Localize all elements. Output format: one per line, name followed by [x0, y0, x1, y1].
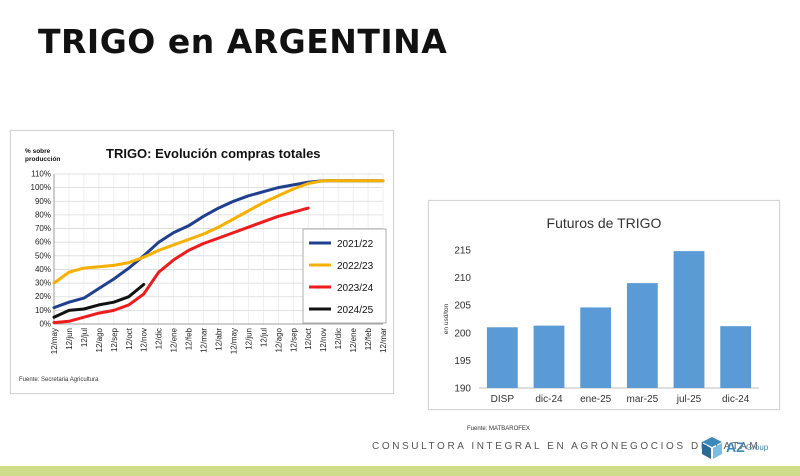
x-tick-label: 12/jul — [80, 328, 89, 347]
y-tick-label: 110% — [31, 170, 51, 179]
x-tick-label: 12/mar — [379, 328, 388, 353]
legend-label: 2021/22 — [337, 239, 374, 250]
legend-box — [302, 228, 387, 324]
futures-bar — [626, 283, 658, 388]
x-tick-label: 12/nov — [140, 328, 149, 352]
slide-title: TRIGO en ARGENTINA — [38, 22, 448, 61]
futures-chart-panel: Futuros de TRIGO en usd/ton 190 195 200 205 21… — [428, 200, 780, 410]
x-tick-label: 12/feb — [185, 327, 194, 350]
brand-logo: AZ Group — [700, 436, 790, 460]
x-tick-label: 12/may — [50, 328, 59, 354]
x-tick-label: 12/sep — [289, 327, 298, 352]
y-tick-label: 90% — [35, 197, 51, 206]
bar-y-tick-label: 200 — [454, 328, 471, 339]
y-tick-label: 0% — [39, 320, 51, 329]
x-tick-label: 12/feb — [364, 327, 373, 350]
bar-category-label: mar-25 — [626, 394, 658, 405]
bar-chart-title: Futuros de TRIGO — [547, 215, 662, 231]
x-tick-label: 12/ago — [95, 327, 104, 352]
bar-category-label: jul-25 — [676, 394, 702, 405]
y-axis-label: % sobre — [25, 148, 51, 155]
bar-y-tick-label: 190 — [454, 384, 471, 395]
legend-label: 2022/23 — [337, 261, 374, 272]
logo-wordmark: AZ — [726, 439, 745, 455]
x-tick-label: 12/ago — [274, 327, 283, 352]
futures-bar — [486, 327, 518, 388]
x-tick-label: 12/oct — [304, 327, 313, 350]
bar-category-label: dic-24 — [535, 394, 563, 405]
bar-y-tick-label: 215 — [454, 246, 471, 257]
bar-category-label: dic-24 — [722, 394, 750, 405]
purchases-chart-panel: TRIGO: Evolución compras totales % sobre p… — [10, 130, 394, 394]
series-line-2022-23 — [52, 179, 385, 285]
y-tick-label: 20% — [35, 292, 51, 301]
x-tick-label: 12/dic — [334, 328, 343, 349]
futures-bar — [673, 251, 705, 388]
purchases-line-chart: TRIGO: Evolución compras totales % sobrep… — [25, 146, 388, 354]
y-tick-label: 50% — [35, 251, 51, 260]
futures-bar — [720, 326, 752, 388]
y-tick-label: 10% — [35, 306, 51, 315]
futures-bar — [533, 325, 565, 388]
legend-label: 2023/24 — [337, 283, 374, 294]
bar-y-tick-label: 205 — [454, 301, 471, 312]
x-tick-label: 12/jun — [65, 328, 74, 350]
logo-subtext: Group — [746, 443, 769, 452]
y-tick-label: 30% — [35, 279, 51, 288]
y-tick-label: 40% — [35, 265, 51, 274]
bar-category-label: DISP — [491, 394, 515, 405]
chart-source-note: Fuente: Secretaria Agricultura — [19, 377, 99, 383]
x-tick-label: 12/may — [229, 328, 238, 354]
futures-bar — [580, 307, 612, 388]
logo-cube-icon — [702, 437, 722, 459]
line-chart-title: TRIGO: Evolución compras totales — [106, 146, 321, 161]
bar-y-tick-label: 195 — [454, 356, 471, 367]
bar-y-tick-label: 210 — [454, 273, 471, 284]
series-line-2023-24 — [52, 206, 310, 325]
x-tick-label: 12/mar — [200, 328, 209, 353]
y-axis-label: producción — [25, 156, 60, 163]
x-tick-label: 12/nov — [319, 328, 328, 352]
futures-bar-chart: Futuros de TRIGO en usd/ton 190 195 200 205 21… — [443, 215, 759, 405]
x-tick-label: 12/sep — [110, 327, 119, 352]
x-tick-label: 12/ene — [170, 327, 179, 352]
x-tick-label: 12/jun — [244, 328, 253, 350]
y-tick-label: 70% — [35, 224, 51, 233]
bar-category-label: ene-25 — [580, 394, 612, 405]
x-tick-label: 12/jul — [259, 328, 268, 347]
futures-source-note: Fuente: MATBAROFEX — [467, 426, 530, 432]
accent-bottom-bar — [0, 466, 800, 476]
x-tick-label: 12/ene — [349, 327, 358, 352]
y-tick-label: 60% — [35, 238, 51, 247]
bar-y-axis-label: en usd/ton — [443, 303, 450, 334]
footer-tagline: CONSULTORA INTEGRAL EN AGRONEGOCIOS DE L… — [372, 441, 761, 452]
x-tick-label: 12/abr — [215, 328, 224, 351]
y-tick-label: 80% — [35, 210, 51, 219]
series-line-2024-25 — [52, 283, 146, 319]
legend-label: 2024/25 — [337, 305, 374, 316]
x-tick-label: 12/dic — [155, 328, 164, 349]
y-tick-label: 100% — [31, 183, 51, 192]
x-tick-label: 12/oct — [125, 327, 134, 350]
